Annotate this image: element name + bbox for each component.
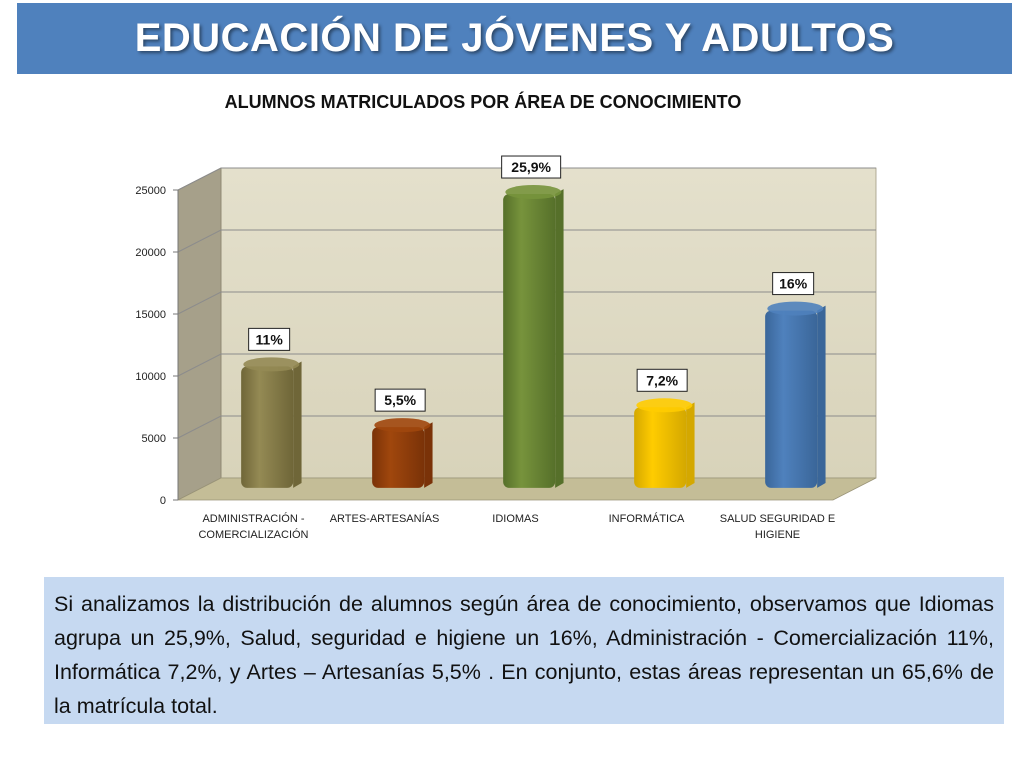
y-tick-label: 5000 [142,433,166,445]
data-label-box [374,388,426,412]
bar-side [293,361,302,488]
data-label: 7,2% [636,368,688,392]
gridline [177,353,876,377]
bar-chart: 0 5000 10000 15000 20000 25000 ADMINISTRACIÓN… [135,155,877,541]
y-tick-label: 10000 [135,371,166,383]
bar-front [503,194,556,488]
chart-title: ALUMNOS MATRICULADOS POR ÁREA DE CONOCIM… [224,92,742,112]
data-labels: 11% 5,5% 25,9% 7,2% 16% [248,155,815,412]
data-label-text: 25,9% [511,159,551,175]
gridline [177,291,876,315]
bar-front [634,407,687,488]
bar-front [765,310,818,488]
summary-box: Si analizamos la distribución de alumnos… [44,577,1004,724]
bar-side [555,189,564,488]
bar-4 [634,398,695,488]
y-tick-label: 25000 [135,185,166,197]
bar-front [241,366,294,488]
x-tick-label: SALUD SEGURIDAD E HIGIENE [720,513,836,541]
bar-top [505,185,562,200]
data-label-text: 16% [779,276,808,292]
bar-top [767,301,824,316]
bar-1 [241,357,302,488]
gridline [177,229,876,253]
bar-top [374,418,431,433]
data-label: 11% [248,327,291,351]
bar-2 [372,418,433,488]
data-label: 25,9% [501,155,562,179]
data-label-text: 5,5% [384,392,416,408]
data-label: 16% [772,272,815,296]
x-tick-label: IDIOMAS [492,513,538,525]
chart-bars [241,185,826,488]
summary-text: Si analizamos la distribución de alumnos… [54,592,994,718]
bar-top [243,357,300,372]
y-tick-label: 0 [160,495,166,507]
bar-side [817,305,826,488]
bar-5 [765,301,826,488]
x-tick-label: ADMINISTRACIÓN -COMERCIALIZACIÓN [198,512,308,541]
bar-side [424,422,433,488]
bar-top [636,398,693,413]
data-label-box [248,327,291,351]
bar-front [372,427,425,488]
data-label: 5,5% [374,388,426,412]
data-label-text: 11% [256,331,284,347]
bar-side [686,402,695,488]
bar-3 [503,185,564,488]
x-tick-label: INFORMÁTICA [609,512,685,525]
data-label-box [501,155,562,179]
data-label-box [636,368,688,392]
gridline [177,167,876,191]
y-tick-label: 15000 [135,309,166,321]
x-axis-labels: ADMINISTRACIÓN -COMERCIALIZACIÓN ARTES-AR… [198,512,835,541]
floor [177,477,877,501]
y-tick-label: 20000 [135,247,166,259]
data-label-box [772,272,815,296]
x-tick-label: ARTES-ARTESANÍAS [330,512,440,525]
title-banner: EDUCACIÓN DE JÓVENES Y ADULTOS [17,3,1012,74]
data-label-text: 7,2% [646,372,678,388]
page-title: EDUCACIÓN DE JÓVENES Y ADULTOS [134,16,895,60]
side-wall [177,167,222,501]
y-axis-ticks: 0 5000 10000 15000 20000 25000 [135,185,179,507]
